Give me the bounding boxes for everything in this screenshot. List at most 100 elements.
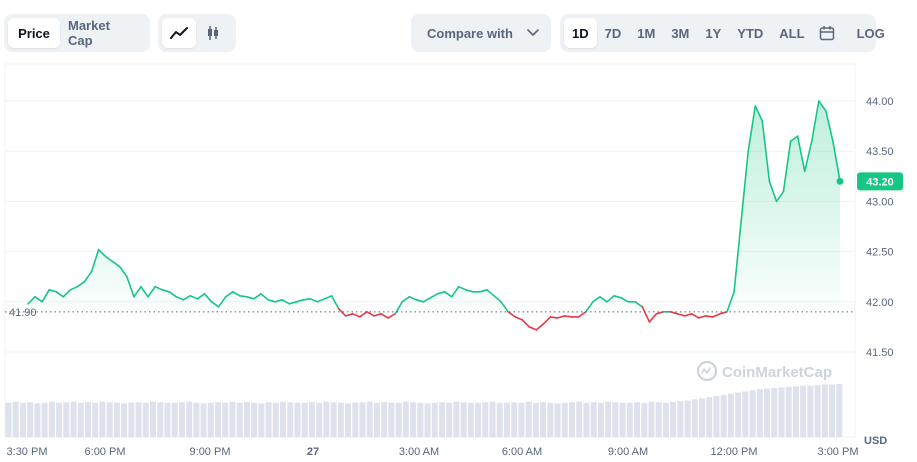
volume-bar [532, 402, 539, 437]
area-fill [28, 101, 840, 312]
volume-bar [63, 402, 70, 437]
range-1y[interactable]: 1Y [705, 25, 722, 41]
calendar-icon[interactable] [813, 18, 841, 48]
volume-bar [576, 401, 583, 437]
price-segment [408, 295, 418, 301]
volume-bar [583, 402, 590, 437]
volume-bar [771, 387, 778, 437]
volume-bars [5, 383, 843, 437]
price-segment [676, 312, 686, 317]
price-segment [189, 294, 199, 300]
price-segment [309, 297, 319, 303]
volume-bar [251, 402, 258, 437]
current-price-badge [857, 172, 903, 191]
volume-bar [634, 402, 641, 437]
volume-bar [77, 402, 84, 437]
volume-bar [814, 385, 821, 437]
price-segment [161, 288, 170, 293]
price-segment [288, 300, 298, 305]
volume-bar [359, 402, 366, 437]
range-1m[interactable]: 1M [637, 25, 656, 41]
volume-bar [821, 384, 828, 437]
price-segment [295, 298, 305, 303]
candlestick-icon[interactable] [196, 18, 230, 48]
range-3m[interactable]: 3M [671, 25, 690, 41]
volume-bar [482, 402, 489, 437]
volume-bar [366, 401, 373, 437]
plot-frame [4, 63, 856, 438]
price-segment [817, 100, 827, 112]
line-chart-icon[interactable] [162, 18, 196, 48]
price-segment [584, 300, 594, 313]
volume-bar [778, 387, 785, 437]
volume-bar [540, 402, 547, 437]
volume-bar [243, 402, 250, 437]
price-segment [450, 285, 460, 298]
y-tick-label: 42.50 [866, 247, 894, 259]
volume-bar [547, 402, 554, 437]
price-segment [775, 190, 785, 203]
volume-bar [742, 391, 749, 437]
price-segment [76, 280, 86, 288]
price-segment [196, 292, 206, 300]
volume-bar [381, 402, 388, 437]
price-segment [394, 300, 404, 315]
volume-bar [149, 401, 157, 437]
range-1d[interactable]: 1D [564, 18, 597, 48]
price-segment [401, 295, 411, 303]
watermark-text: CoinMarketCap [722, 364, 832, 381]
volume-bar [287, 402, 294, 437]
volume-bar [92, 402, 99, 437]
compare-with-label: Compare with [427, 25, 513, 41]
volume-bar [619, 402, 626, 437]
price-segment [429, 292, 439, 299]
range-7d[interactable]: 7D [604, 25, 622, 41]
volume-bar [489, 401, 496, 437]
tab-market-cap[interactable]: Market Cap [68, 18, 110, 48]
volume-bar [330, 402, 337, 437]
price-segment [267, 298, 276, 303]
reference-line: 41.90 [5, 307, 855, 319]
price-segment [825, 110, 834, 142]
price-segment [606, 294, 615, 303]
price-segment [55, 290, 65, 298]
volume-bar [460, 402, 467, 437]
compare-with-dropdown[interactable]: Compare with [411, 14, 551, 52]
volume-bar [178, 402, 185, 437]
price-segment [111, 260, 121, 268]
price-segment [754, 105, 764, 122]
price-segment [119, 265, 128, 278]
y-tick-label: 43.00 [866, 196, 894, 208]
volume-bar [135, 402, 142, 437]
price-segment [126, 275, 135, 298]
volume-bar [807, 385, 814, 437]
price-segment [253, 292, 262, 300]
chart-style-toggle [158, 14, 236, 52]
range-all[interactable]: ALL [779, 25, 805, 41]
volume-bar [684, 400, 691, 437]
price-segment [97, 248, 107, 258]
price-segment [387, 312, 397, 319]
price-segment [507, 310, 517, 318]
price-segment [232, 290, 241, 297]
tab-price[interactable]: Price [8, 18, 60, 48]
x-tick-label: 9:00 AM [608, 446, 648, 458]
log-scale-toggle[interactable]: LOG [856, 25, 885, 41]
volume-bar [41, 402, 48, 437]
price-segment [457, 285, 467, 291]
range-ytd[interactable]: YTD [737, 25, 764, 41]
volume-bar [301, 402, 308, 437]
volume-bar [19, 402, 26, 437]
price-segment [337, 307, 347, 317]
volume-bar [352, 402, 359, 437]
price-segment [761, 120, 771, 183]
price-segment [69, 285, 79, 291]
volume-bar [626, 402, 633, 437]
volume-bar [84, 402, 91, 437]
x-tick-label: 12:00 PM [710, 446, 757, 458]
price-segment [563, 315, 573, 318]
price-segment [48, 288, 58, 293]
price-segment [182, 294, 192, 301]
price-segment [323, 294, 333, 300]
price-segment [648, 312, 658, 323]
